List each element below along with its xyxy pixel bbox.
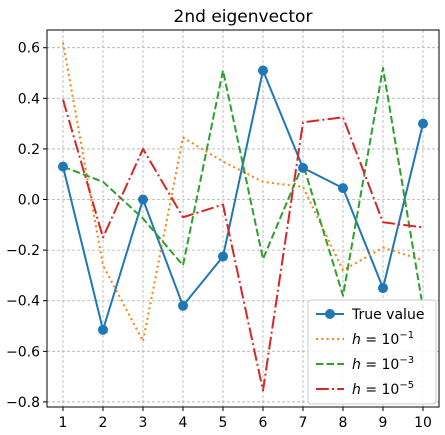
y-tick-label: 0.4 bbox=[18, 91, 40, 107]
series-line-2 bbox=[62, 42, 424, 343]
x-tick-label: 8 bbox=[339, 415, 348, 431]
x-tick-label: 9 bbox=[379, 415, 388, 431]
series-line-3 bbox=[62, 66, 424, 309]
y-tick-label: −0.6 bbox=[6, 344, 40, 360]
chart-title: 2nd eigenvector bbox=[174, 7, 313, 27]
y-tick-label: 0.2 bbox=[18, 142, 40, 158]
data-point bbox=[98, 324, 108, 335]
x-tick-label: 6 bbox=[259, 415, 268, 431]
data-point bbox=[138, 194, 148, 205]
x-tick-label: 2 bbox=[99, 415, 108, 431]
series-line-1 bbox=[62, 69, 424, 331]
plot-frame bbox=[46, 29, 440, 408]
y-tick-label: 0.6 bbox=[18, 41, 40, 57]
data-point bbox=[338, 183, 348, 194]
x-tick-label: 10 bbox=[414, 415, 432, 431]
y-tick-label: −0.2 bbox=[6, 243, 40, 259]
data-point bbox=[58, 161, 68, 172]
x-tick-label: 3 bbox=[139, 415, 148, 431]
data-point bbox=[178, 300, 188, 311]
x-tick-label: 7 bbox=[299, 415, 308, 431]
series-layer bbox=[58, 42, 428, 392]
legend-label: h = 10−3 bbox=[352, 355, 414, 373]
x-tick-label: 4 bbox=[179, 415, 188, 431]
y-tick-label: −0.4 bbox=[6, 294, 40, 310]
axis-ticks: 1 2 3 4 5 6 7 8 9 10 −0.8 −0.6 −0.4 −0.2 0.0 0.2 0.4 0.6 bbox=[6, 41, 432, 431]
data-point bbox=[218, 251, 228, 262]
x-tick-label: 1 bbox=[59, 415, 68, 431]
legend-label: h = 10−5 bbox=[352, 380, 414, 398]
legend-label: h = 10−1 bbox=[352, 330, 414, 348]
legend: True value h = 10−1 h = 10−3 h = 10−5 bbox=[307, 299, 437, 405]
data-point bbox=[258, 65, 268, 76]
legend-frame bbox=[307, 299, 437, 405]
y-tick-label: 0.0 bbox=[18, 193, 40, 209]
x-tick-label: 5 bbox=[219, 415, 228, 431]
data-point bbox=[298, 162, 308, 173]
legend-marker bbox=[325, 309, 335, 319]
data-point bbox=[378, 283, 388, 294]
data-point bbox=[418, 118, 428, 129]
legend-label: True value bbox=[351, 307, 424, 323]
y-tick-label: −0.8 bbox=[6, 395, 40, 411]
series-line-4 bbox=[62, 99, 424, 392]
